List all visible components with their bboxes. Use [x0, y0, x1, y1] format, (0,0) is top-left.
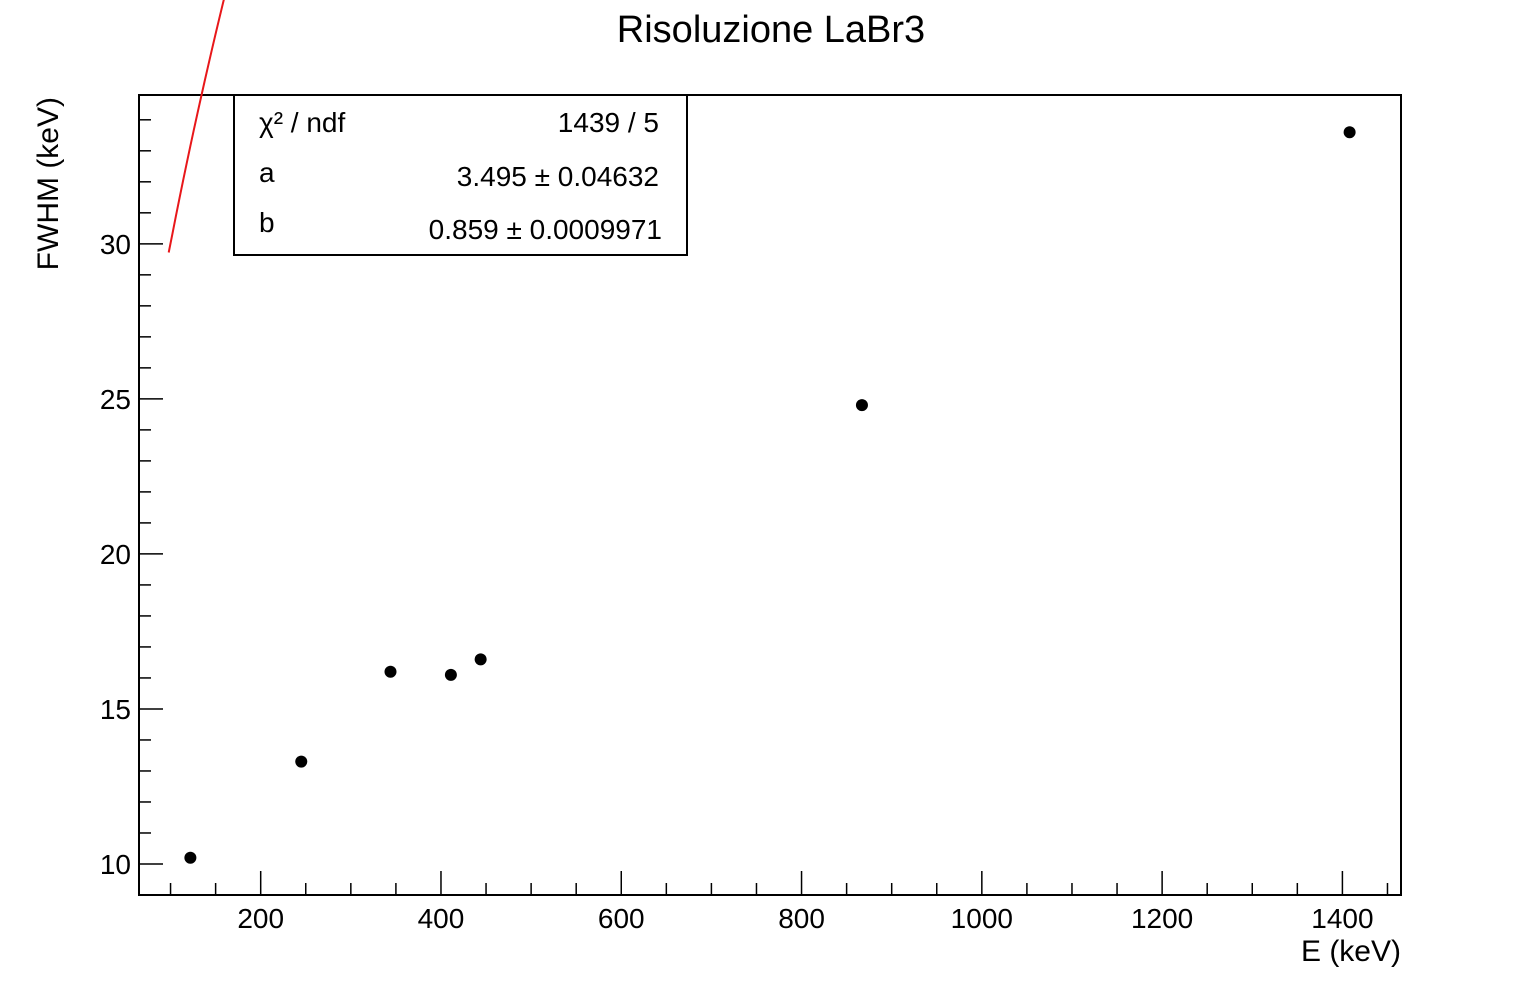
y-axis-tick-labels: 10 15 20 25 30 — [100, 229, 131, 880]
y-tick-label: 30 — [100, 229, 131, 260]
stats-value-chi2: 1439 / 5 — [558, 107, 659, 138]
data-point — [855, 399, 868, 412]
y-tick-label: 15 — [100, 694, 131, 725]
stats-box-frame — [233, 94, 688, 256]
x-axis-tick-labels: 200 400 600 800 1000 1200 1400 — [237, 903, 1373, 934]
data-point — [384, 665, 397, 678]
data-point — [444, 668, 457, 681]
x-tick-label: 200 — [237, 903, 284, 934]
stats-value-a: 3.495 ± 0.04632 — [457, 161, 659, 192]
data-point — [184, 851, 197, 864]
data-point — [1343, 126, 1356, 139]
x-tick-label: 1000 — [951, 903, 1013, 934]
plot-frame — [138, 94, 1402, 896]
y-axis-ticks — [139, 119, 163, 865]
stats-label-chi2: χ² / ndf — [259, 107, 346, 138]
stats-value-b: 0.859 ± 0.0009971 — [429, 214, 662, 245]
x-tick-label: 600 — [598, 903, 645, 934]
y-tick-label: 25 — [100, 384, 131, 415]
x-axis-label: E (keV) — [1301, 935, 1401, 968]
x-tick-label: 1200 — [1131, 903, 1193, 934]
y-tick-label: 20 — [100, 539, 131, 570]
data-point — [295, 755, 308, 768]
x-tick-label: 800 — [778, 903, 825, 934]
stats-label-a: a — [259, 157, 275, 188]
stats-box: χ² / ndf 1439 / 5 a 3.495 ± 0.04632 b 0.… — [233, 94, 688, 256]
x-tick-label: 1400 — [1311, 903, 1373, 934]
data-points — [184, 126, 1356, 864]
x-axis-ticks — [169, 871, 1389, 895]
y-tick-label: 10 — [100, 849, 131, 880]
data-point — [474, 653, 487, 666]
x-tick-label: 400 — [418, 903, 465, 934]
stats-label-b: b — [259, 207, 275, 238]
chart-title: Risoluzione LaBr3 — [617, 9, 925, 51]
y-axis-label: FWHM (keV) — [32, 97, 65, 270]
